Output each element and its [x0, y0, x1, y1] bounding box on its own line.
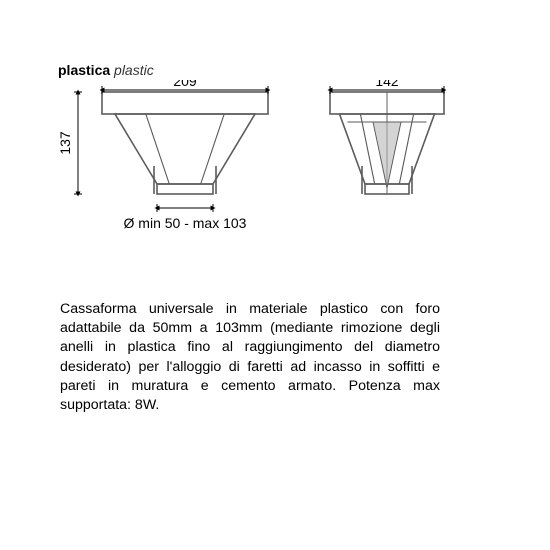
svg-text:137: 137	[57, 131, 73, 155]
title-it: plastica	[58, 62, 110, 78]
material-title: plastica plastic	[58, 62, 154, 78]
svg-text:142: 142	[375, 80, 399, 89]
technical-drawing: 209 142 137 Ø min 50 - max 103	[42, 80, 462, 250]
svg-text:Ø min 50 - max 103: Ø min 50 - max 103	[124, 215, 247, 231]
title-en: plastic	[114, 62, 154, 78]
description-text: Cassaforma universale in materiale plast…	[60, 300, 440, 415]
svg-text:209: 209	[173, 80, 197, 89]
diagram-stage: plastica plastic 209 142 137 Ø min 50 - max…	[0, 0, 550, 550]
